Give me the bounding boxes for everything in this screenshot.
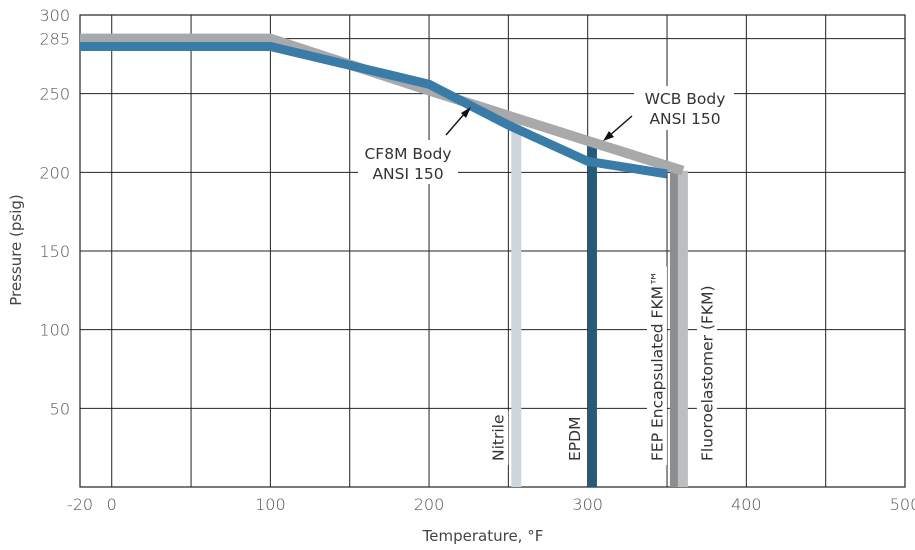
x-tick-label: 0 <box>107 495 117 514</box>
x-tick-label: 400 <box>731 495 762 514</box>
limit-label: EPDM <box>566 417 584 461</box>
series-lines <box>80 33 685 179</box>
series-line <box>80 41 668 179</box>
cf8m-annotation-line1: CF8M Body <box>364 145 451 163</box>
cf8m-annotation-line2: ANSI 150 <box>372 165 443 183</box>
limit-label: Nitrile <box>490 415 508 462</box>
y-tick-label: 200 <box>39 163 70 182</box>
y-tick-label: 300 <box>39 6 70 25</box>
limit-bar <box>669 169 680 488</box>
plot-frame <box>79 14 906 488</box>
limit-bar <box>677 170 688 487</box>
tick-labels: -20 0 100 200 300 400 500 50 100 150 200 250 285 300 <box>39 6 915 514</box>
x-axis-label: Temperature, °F <box>422 527 544 545</box>
limit-label-bg <box>696 281 717 465</box>
wcb-annotation-line2: ANSI 150 <box>649 110 720 128</box>
y-tick-label: 285 <box>39 30 70 49</box>
limit-bar <box>511 121 522 487</box>
x-tick-label: 300 <box>572 495 603 514</box>
limit-bar <box>587 144 597 487</box>
material-limit-bars <box>511 121 688 488</box>
wcb-annotation-line1: WCB Body <box>645 90 726 108</box>
limit-label: FEP Encapsulated FKM™ <box>648 271 666 462</box>
cf8m-arrow <box>445 112 466 136</box>
wcb-annotation: WCB Body ANSI 150 <box>603 86 734 141</box>
x-tick-label: 100 <box>255 495 286 514</box>
limit-label-bg <box>488 410 509 465</box>
x-tick-label: -20 <box>67 495 93 514</box>
cf8m-arrowhead <box>461 107 471 118</box>
series-line <box>80 33 685 176</box>
wcb-arrow <box>608 115 633 137</box>
x-tick-label: 200 <box>414 495 445 514</box>
grid <box>79 14 906 488</box>
y-tick-label: 50 <box>50 399 70 418</box>
limit-label-bg <box>646 266 667 465</box>
y-tick-label: 100 <box>39 321 70 340</box>
y-axis-label: Pressure (psig) <box>7 194 25 306</box>
material-limit-labels: Nitrile EPDM FEP Encapsulated FKM™ Fluoroel… <box>488 266 717 465</box>
y-tick-label: 150 <box>39 242 70 261</box>
y-tick-label: 250 <box>39 85 70 104</box>
wcb-arrowhead <box>603 131 614 141</box>
limit-label: Fluoroelastomer (FKM) <box>698 285 716 461</box>
limit-label-bg <box>564 412 585 465</box>
cf8m-annotation: CF8M Body ANSI 150 <box>358 107 471 184</box>
x-tick-label: 500 <box>890 495 915 514</box>
